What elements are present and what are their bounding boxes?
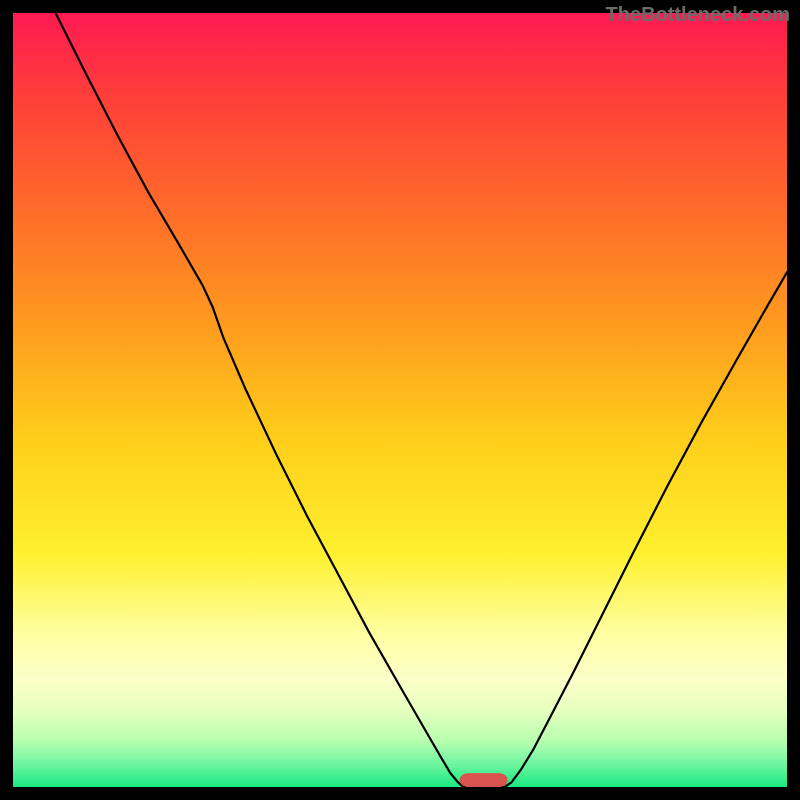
chart-svg bbox=[13, 13, 787, 787]
plot-area bbox=[13, 13, 787, 787]
gradient-background bbox=[13, 13, 787, 787]
chart-container: { "watermark": { "text": "TheBottleneck.… bbox=[0, 0, 800, 800]
watermark-text: TheBottleneck.com bbox=[606, 4, 790, 27]
optimum-marker bbox=[460, 773, 508, 787]
